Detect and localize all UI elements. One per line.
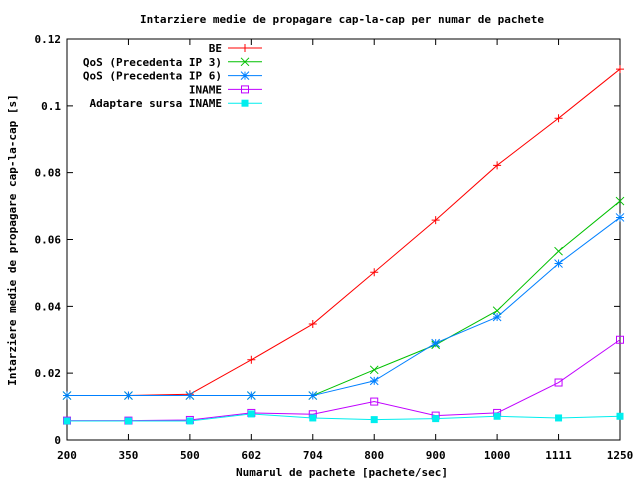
data-point-marker bbox=[431, 338, 441, 348]
data-point-marker bbox=[241, 99, 249, 107]
plot-area: 0 0.02 0.04 0.06 0.08 0.1 0.12 200 350 500 602 704 8… bbox=[35, 33, 634, 462]
data-point-marker bbox=[240, 71, 250, 80]
series-qos-precedenta-ip-6 bbox=[62, 213, 625, 400]
y-tick-label: 0.02 bbox=[35, 367, 62, 380]
x-tick-label: 704 bbox=[303, 449, 323, 462]
series-adaptare-sursa-iname bbox=[63, 410, 624, 425]
data-point-marker bbox=[185, 391, 195, 400]
data-point-marker bbox=[309, 414, 317, 422]
data-point-marker bbox=[124, 417, 132, 425]
x-tick-label: 200 bbox=[57, 449, 77, 462]
x-tick-label: 900 bbox=[426, 449, 446, 462]
x-tick-label: 1111 bbox=[545, 449, 572, 462]
data-point-marker bbox=[186, 417, 194, 425]
y-axis-label: Intarziere medie de propagare cap-la-cap… bbox=[6, 94, 19, 385]
series-line bbox=[67, 217, 621, 397]
data-point-marker bbox=[241, 85, 249, 94]
data-point-marker bbox=[370, 397, 379, 406]
data-point-marker bbox=[62, 391, 72, 400]
data-point-marker bbox=[63, 417, 71, 425]
data-point-marker bbox=[554, 246, 563, 256]
chart-title: Intarziere medie de propagare cap-la-cap… bbox=[140, 13, 544, 26]
series-line bbox=[67, 413, 621, 422]
x-tick-label: 500 bbox=[180, 449, 200, 462]
series-line bbox=[67, 339, 621, 422]
data-point-marker bbox=[241, 44, 249, 52]
y-tick-label: 0 bbox=[54, 434, 61, 447]
y-tick-label: 0.06 bbox=[35, 234, 62, 247]
data-point-marker bbox=[246, 391, 256, 400]
data-point-marker bbox=[554, 378, 563, 387]
data-point-marker bbox=[432, 415, 440, 423]
data-point-marker bbox=[370, 416, 378, 424]
x-axis-label: Numarul de pachete [pachete/sec] bbox=[236, 466, 448, 479]
data-point-marker bbox=[240, 57, 250, 67]
y-tick-label: 0.12 bbox=[35, 33, 62, 46]
data-point-marker bbox=[615, 196, 625, 206]
legend-label: INAME bbox=[189, 83, 222, 96]
y-tick-label: 0.08 bbox=[35, 167, 62, 180]
data-point-marker bbox=[493, 412, 501, 420]
data-point-marker bbox=[492, 312, 502, 322]
data-point-marker bbox=[247, 410, 255, 418]
data-point-marker bbox=[369, 365, 379, 375]
x-tick-label: 602 bbox=[241, 449, 261, 462]
data-point-marker bbox=[554, 259, 563, 268]
data-point-marker bbox=[493, 161, 502, 170]
x-tick-label: 1250 bbox=[607, 449, 634, 462]
data-point-marker bbox=[369, 376, 379, 386]
y-tick-label: 0.1 bbox=[41, 100, 61, 113]
data-point-marker bbox=[431, 216, 440, 225]
series-line bbox=[67, 68, 621, 397]
data-point-marker bbox=[616, 412, 624, 420]
data-point-marker bbox=[555, 414, 563, 422]
x-tick-label: 350 bbox=[119, 449, 139, 462]
data-point-marker bbox=[124, 391, 133, 400]
data-point-marker bbox=[308, 320, 317, 329]
data-point-marker bbox=[554, 114, 563, 123]
data-point-marker bbox=[370, 268, 379, 277]
legend-label: QoS (Precedenta IP 3) bbox=[83, 56, 222, 69]
x-tick-label: 800 bbox=[364, 449, 384, 462]
data-point-marker bbox=[616, 65, 624, 74]
x-tick-label: 1000 bbox=[484, 449, 511, 462]
data-point-marker bbox=[247, 355, 256, 364]
legend-label: Adaptare sursa INAME bbox=[90, 97, 222, 110]
legend-label: BE bbox=[209, 42, 222, 55]
data-point-marker bbox=[616, 335, 624, 344]
legend-label: QoS (Precedenta IP 6) bbox=[83, 70, 222, 83]
data-point-marker bbox=[615, 213, 625, 222]
data-point-marker bbox=[492, 306, 502, 316]
y-tick-label: 0.04 bbox=[35, 300, 62, 313]
data-point-marker bbox=[308, 391, 318, 400]
